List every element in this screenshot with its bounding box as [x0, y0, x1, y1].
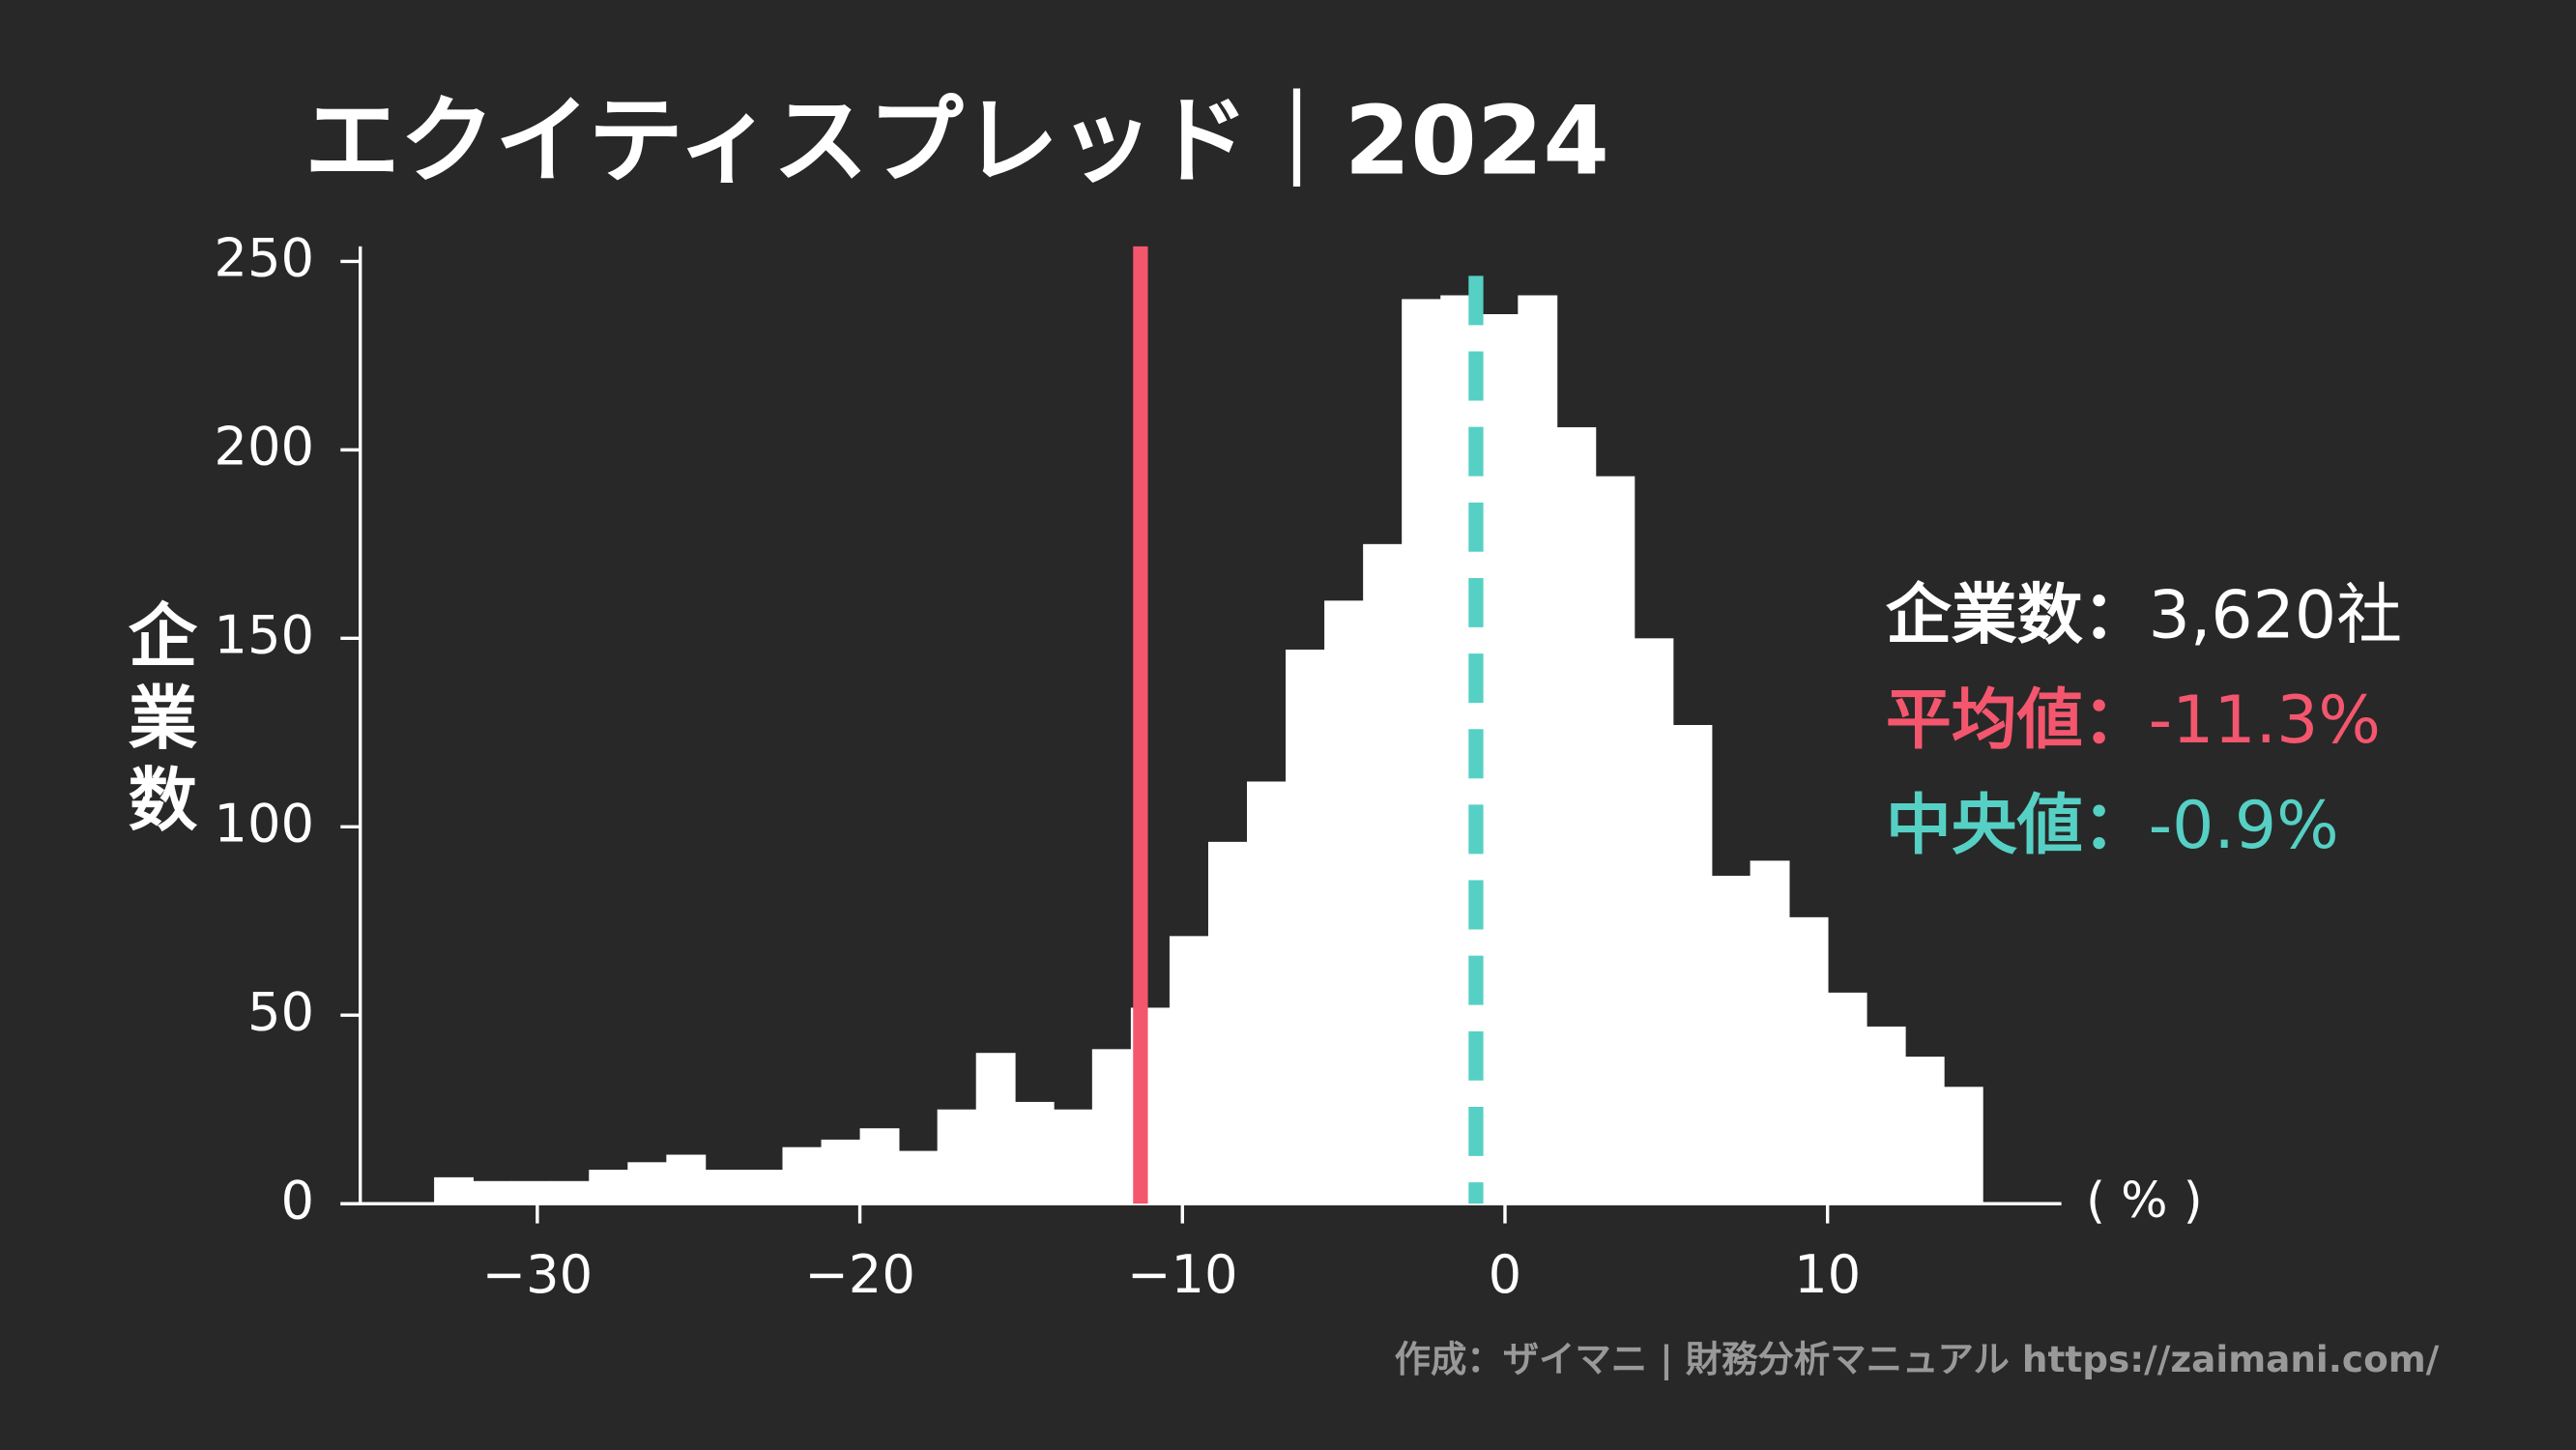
bar [859, 1128, 900, 1204]
bar [1053, 1109, 1093, 1204]
bar [705, 1170, 745, 1204]
x-axis-label: ( % ) [2086, 1173, 2203, 1230]
bar [1479, 313, 1520, 1204]
y-axis-label: 企業数 [116, 599, 197, 846]
stat-text: 平均値：-11.3% [1886, 682, 2381, 759]
bar [627, 1162, 668, 1204]
x-tick-label: 0 [1489, 1244, 1522, 1305]
bar [1402, 299, 1442, 1204]
x-tick-label: −30 [482, 1244, 593, 1305]
chart-title: エクイティスプレッド｜2024 [304, 87, 1609, 197]
bar [1595, 476, 1635, 1204]
y-tick-label: 0 [281, 1170, 315, 1231]
bar [743, 1170, 784, 1204]
y-tick-label: 100 [214, 793, 314, 854]
bar [1750, 860, 1790, 1204]
x-tick-label: −10 [1127, 1244, 1238, 1305]
stat-value: 3,620社 [2149, 577, 2402, 653]
stat-value: -11.3% [2149, 682, 2381, 759]
bar [589, 1170, 629, 1204]
bar [937, 1109, 977, 1204]
y-tick-label: 200 [214, 417, 314, 478]
bar [1788, 916, 1829, 1204]
bar [1518, 295, 1558, 1204]
y-tick-label: 150 [214, 604, 314, 665]
bar [1247, 781, 1287, 1204]
bar [1207, 841, 1248, 1204]
bar [1556, 426, 1597, 1204]
stat-text: 中央値：-0.9% [1886, 787, 2339, 863]
x-tick-label: 10 [1794, 1244, 1861, 1305]
bar [1324, 600, 1365, 1204]
bar [550, 1180, 591, 1204]
bar [1711, 875, 1751, 1204]
bar [1672, 725, 1713, 1204]
bar [473, 1180, 513, 1204]
bar [666, 1154, 707, 1204]
bar [1904, 1057, 1945, 1204]
stat-label: 企業数： [1886, 577, 2149, 653]
bar [1363, 543, 1404, 1204]
stat-text: 企業数：3,620社 [1886, 577, 2402, 653]
stat-label: 中央値： [1886, 787, 2149, 863]
bar [1943, 1087, 1983, 1204]
bar [511, 1180, 552, 1204]
bar [898, 1150, 939, 1204]
stat-value: -0.9% [2149, 787, 2339, 863]
bar [975, 1053, 1016, 1204]
bar [1169, 936, 1209, 1204]
bar [1091, 1049, 1132, 1204]
bar [1286, 650, 1325, 1204]
bar [1634, 638, 1674, 1204]
bar [434, 1176, 474, 1204]
y-tick-label: 250 [214, 228, 314, 289]
x-tick-label: −20 [804, 1244, 915, 1305]
bar [1014, 1101, 1055, 1204]
y-tick-label: 50 [247, 981, 314, 1042]
bar [1827, 992, 1867, 1204]
stat-label: 平均値： [1886, 682, 2149, 759]
bar [821, 1139, 861, 1204]
bar [1866, 1026, 1906, 1204]
footer: 作成：ザイマニ | 財務分析マニュアル https://zaimani.com/ [1395, 1338, 2440, 1381]
bar [782, 1146, 823, 1204]
